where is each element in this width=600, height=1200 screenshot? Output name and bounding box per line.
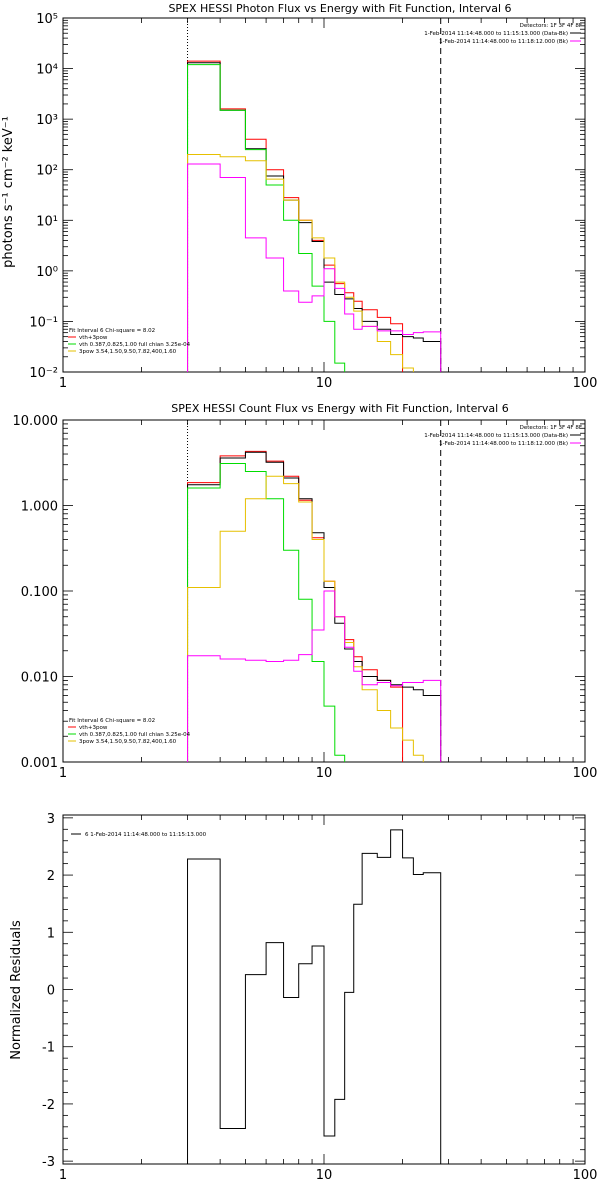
y-tick-label: -2 <box>42 1098 55 1113</box>
photon-flux-ylabel: photons s⁻¹ cm⁻² keV⁻¹ <box>1 116 16 268</box>
x-tick-label: 100 <box>573 766 598 781</box>
photon-flux-panel: SPEX HESSI Photon Flux vs Energy with Fi… <box>1 2 597 391</box>
legend-entry-label: vth 0.387,0.825,1.00 full chian 3.25e-04 <box>79 342 191 348</box>
y-tick-label: 10⁻² <box>29 366 58 381</box>
residuals-panel: Normalized Residuals 1 10 100 -3 -2 -1 0 1 2 3 6 1… <box>9 812 597 1183</box>
series-vth <box>187 64 355 372</box>
x-tick-label: 10 <box>316 1168 333 1183</box>
x-tick-label: 100 <box>573 1168 598 1183</box>
residuals-ylabel: Normalized Residuals <box>9 920 24 1060</box>
legend-entry-label: vth 0.387,0.825,1.00 full chian 3.25e-04 <box>79 732 191 738</box>
y-tick-label: 0 <box>47 984 55 999</box>
legend-entry-label: vth+3pow <box>79 335 108 341</box>
legend-detectors: Detectors: 1F 3F 4F 8F <box>520 425 582 431</box>
y-tick-label: 10⁵ <box>36 12 58 27</box>
x-tick-label: 1 <box>59 766 67 781</box>
legend-fit-header: Fit Interval 6 Chi-square = 8.02 <box>69 718 155 724</box>
x-tick-label: 100 <box>573 376 598 391</box>
photon-flux-title: SPEX HESSI Photon Flux vs Energy with Fi… <box>168 2 511 15</box>
y-tick-label: 2 <box>47 869 55 884</box>
x-tick-label: 10 <box>316 376 333 391</box>
legend-entry-label: 1-Feb-2014 11:14:48.000 to 11:15:13.000 … <box>424 31 568 37</box>
x-tick-label: 10 <box>316 766 333 781</box>
y-tick-label: 10³ <box>36 113 58 128</box>
series-bk <box>187 590 442 762</box>
y-tick-label: 0.010 <box>21 671 58 686</box>
y-tick-label: -3 <box>42 1155 55 1170</box>
y-tick-label: 1 <box>47 926 55 941</box>
y-tick-label: 0.001 <box>21 756 58 771</box>
series-bk <box>187 163 442 372</box>
legend-entry-label: 1-Feb-2014 11:14:48.000 to 11:18:12.000 … <box>439 39 568 45</box>
legend-entry-label: 1-Feb-2014 11:14:48.000 to 11:18:12.000 … <box>439 441 568 447</box>
legend-entry-label: 3pow 3.54,1.50,9.50,7.82,400,1.60 <box>79 349 177 355</box>
y-tick-label: 10² <box>36 164 58 179</box>
count-flux-title: SPEX HESSI Count Flux vs Energy with Fit… <box>171 402 508 415</box>
series-vth <box>187 462 346 762</box>
series-data-bk <box>187 62 442 372</box>
series-3pow <box>187 153 424 372</box>
legend-fit-header: Fit Interval 6 Chi-square = 8.02 <box>69 328 155 334</box>
series-data-bk <box>187 451 442 762</box>
y-tick-label: 10.000 <box>13 414 59 429</box>
x-tick-label: 1 <box>59 376 67 391</box>
y-tick-label: 10⁴ <box>36 63 58 78</box>
legend-entry-label: 3pow 3.54,1.50,9.50,7.82,400,1.60 <box>79 739 177 745</box>
legend-entry-label: 6 1-Feb-2014 11:14:48.000 to 11:15:13.00… <box>85 832 207 838</box>
y-tick-label: 10⁻¹ <box>29 315 58 330</box>
legend-entry-label: 1-Feb-2014 11:14:48.000 to 11:15:13.000 … <box>424 433 568 439</box>
x-tick-label: 1 <box>59 1168 67 1183</box>
y-tick-label: 1.000 <box>21 500 58 515</box>
series-3pow <box>187 475 424 762</box>
legend-entry-label: vth+3pow <box>79 725 108 731</box>
y-tick-label: 3 <box>47 812 55 827</box>
y-tick-label: -1 <box>42 1041 55 1056</box>
y-tick-label: 0.100 <box>21 585 58 600</box>
y-tick-label: 10¹ <box>36 214 58 229</box>
series-6-1-feb-2014-11-14-48-000-to-11-15-13-000 <box>187 829 442 1164</box>
y-tick-label: 10⁰ <box>36 265 58 280</box>
series-vth-3pow <box>187 450 404 762</box>
count-flux-panel: SPEX HESSI Count Flux vs Energy with Fit… <box>13 402 598 781</box>
legend-detectors: Detectors: 1F 3F 4F 8F <box>520 23 582 29</box>
